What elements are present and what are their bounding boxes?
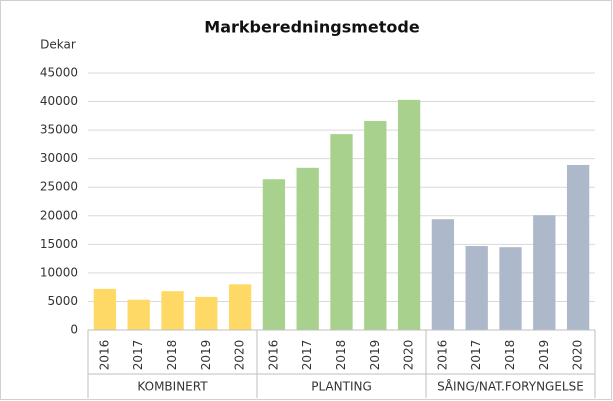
x-tick-label: 2019 xyxy=(199,340,213,371)
bar xyxy=(127,299,150,330)
group-label: KOMBINERT xyxy=(137,380,208,394)
y-tick-label: 20000 xyxy=(40,208,78,222)
y-tick-label: 0 xyxy=(70,323,78,337)
bar xyxy=(566,164,590,330)
y-tick-label: 25000 xyxy=(40,180,78,194)
x-tick-label: 2019 xyxy=(368,340,382,371)
bar xyxy=(330,134,353,330)
y-tick-label: 15000 xyxy=(40,237,78,251)
x-tick-label: 2018 xyxy=(165,340,179,371)
y-tick-label: 35000 xyxy=(40,123,78,137)
x-tick-label: 2017 xyxy=(131,340,145,371)
bar xyxy=(499,247,522,330)
chart-title: Markberedningsmetode xyxy=(204,18,420,37)
y-tick-label: 10000 xyxy=(40,265,78,279)
bar xyxy=(431,219,455,330)
x-tick-label: 2020 xyxy=(233,340,247,371)
bar xyxy=(465,246,488,330)
x-tick-label: 2016 xyxy=(97,340,111,371)
x-tick-label: 2017 xyxy=(300,340,314,371)
y-tick-label: 45000 xyxy=(40,66,78,80)
bar xyxy=(262,179,286,330)
group-label: SÅING/NAT.FORYNGELSE xyxy=(437,379,584,394)
bar xyxy=(364,120,387,331)
y-tick-label: 5000 xyxy=(47,294,78,308)
x-tick-label: 2016 xyxy=(266,340,280,371)
bar xyxy=(93,288,117,330)
x-tick-label: 2019 xyxy=(537,340,551,371)
y-axis-label: Dekar xyxy=(40,38,76,52)
x-tick-label: 2018 xyxy=(334,340,348,371)
x-tick-label: 2018 xyxy=(503,340,517,371)
x-tick-label: 2020 xyxy=(571,340,585,371)
bar xyxy=(397,99,421,330)
bar xyxy=(296,167,319,330)
y-tick-label: 30000 xyxy=(40,151,78,165)
bar xyxy=(195,296,218,330)
group-label: PLANTING xyxy=(311,380,372,394)
x-tick-label: 2016 xyxy=(435,340,449,371)
bar xyxy=(228,284,252,330)
y-tick-label: 40000 xyxy=(40,94,78,108)
x-tick-label: 2020 xyxy=(402,340,416,371)
x-tick-label: 2017 xyxy=(469,340,483,371)
bar xyxy=(161,291,184,330)
bar xyxy=(533,215,556,330)
